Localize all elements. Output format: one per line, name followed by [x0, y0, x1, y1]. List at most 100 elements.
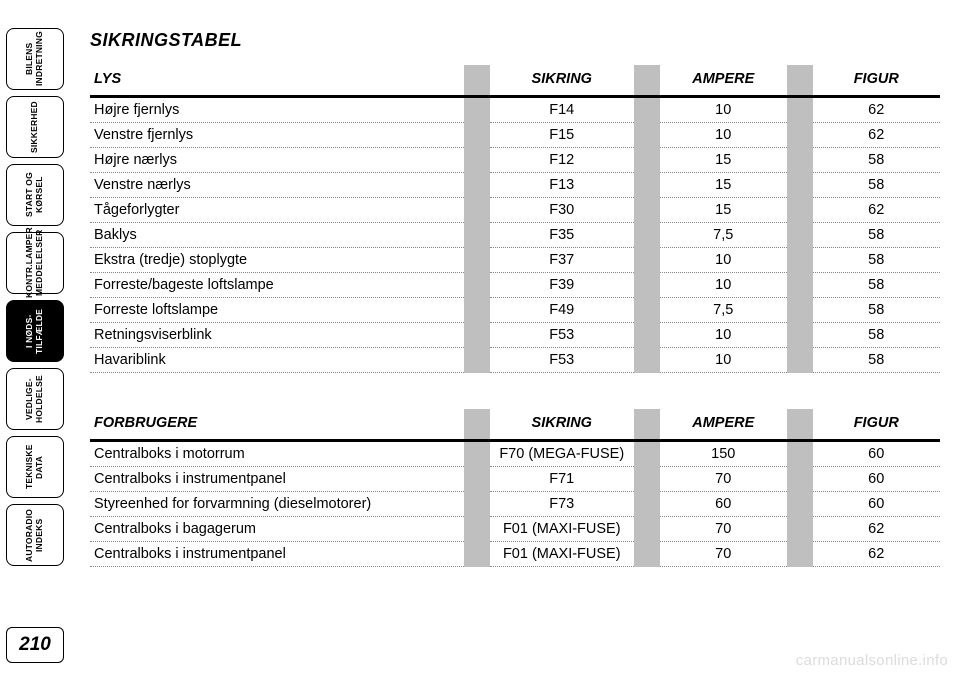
column-separator: [464, 273, 490, 298]
table-row: RetningsviserblinkF531058: [90, 323, 940, 348]
fuse-table-lights: LYSSIKRINGAMPEREFIGURHøjre fjernlysF1410…: [90, 65, 940, 373]
table-cell: 7,5: [660, 223, 788, 248]
column-separator: [464, 409, 490, 441]
column-separator: [464, 123, 490, 148]
table-cell: 10: [660, 348, 788, 373]
table-row: Forreste loftslampeF497,558: [90, 298, 940, 323]
table-cell: F53: [490, 348, 635, 373]
side-tab[interactable]: AUTORADIO INDEKS: [6, 504, 64, 566]
table-cell: 10: [660, 323, 788, 348]
column-separator: [787, 467, 813, 492]
side-tab[interactable]: SIKKERHED: [6, 96, 64, 158]
table-cell: F13: [490, 173, 635, 198]
table-row: Højre fjernlysF141062: [90, 97, 940, 123]
table-cell: Centralboks i bagagerum: [90, 517, 464, 542]
column-separator: [634, 409, 660, 441]
table-cell: F01 (MAXI-FUSE): [490, 517, 635, 542]
column-separator: [464, 97, 490, 123]
table-cell: Styreenhed for forvarmning (dieselmotore…: [90, 492, 464, 517]
table-cell: F01 (MAXI-FUSE): [490, 542, 635, 567]
table-cell: Venstre nærlys: [90, 173, 464, 198]
table-header: SIKRING: [490, 409, 635, 441]
column-separator: [787, 123, 813, 148]
table-header: FORBRUGERE: [90, 409, 464, 441]
table-cell: 62: [813, 542, 941, 567]
column-separator: [464, 173, 490, 198]
table-cell: F39: [490, 273, 635, 298]
column-separator: [634, 441, 660, 467]
table-cell: 58: [813, 173, 941, 198]
column-separator: [634, 97, 660, 123]
column-separator: [787, 248, 813, 273]
column-separator: [634, 123, 660, 148]
side-tab[interactable]: KONTR.LAMPER MEDDELELSER: [6, 232, 64, 294]
table-row: Styreenhed for forvarmning (dieselmotore…: [90, 492, 940, 517]
side-tab[interactable]: I NØDS- TILFÆLDE: [6, 300, 64, 362]
column-separator: [634, 198, 660, 223]
table-cell: Forreste loftslampe: [90, 298, 464, 323]
column-separator: [634, 492, 660, 517]
table-cell: 60: [813, 492, 941, 517]
column-separator: [787, 148, 813, 173]
column-separator: [634, 148, 660, 173]
column-separator: [787, 173, 813, 198]
table-row: Ekstra (tredje) stoplygteF371058: [90, 248, 940, 273]
table-cell: F12: [490, 148, 635, 173]
table-header: LYS: [90, 65, 464, 97]
column-separator: [634, 467, 660, 492]
table-cell: 60: [660, 492, 788, 517]
table-row: Centralboks i motorrumF70 (MEGA-FUSE)150…: [90, 441, 940, 467]
table-cell: F71: [490, 467, 635, 492]
table-cell: F15: [490, 123, 635, 148]
column-separator: [464, 198, 490, 223]
table-row: Centralboks i bagagerum F01 (MAXI-FUSE) 70…: [90, 517, 940, 542]
column-separator: [787, 492, 813, 517]
column-separator: [464, 517, 490, 542]
column-separator: [634, 348, 660, 373]
column-separator: [464, 65, 490, 97]
table-row: BaklysF357,558: [90, 223, 940, 248]
table-header: AMPERE: [660, 409, 788, 441]
table-cell: 58: [813, 148, 941, 173]
table-cell: 7,5: [660, 298, 788, 323]
column-separator: [634, 273, 660, 298]
column-separator: [787, 542, 813, 567]
table-cell: Baklys: [90, 223, 464, 248]
column-separator: [787, 97, 813, 123]
column-separator: [787, 409, 813, 441]
column-separator: [634, 517, 660, 542]
table-header: AMPERE: [660, 65, 788, 97]
column-separator: [634, 298, 660, 323]
column-separator: [464, 441, 490, 467]
side-tab[interactable]: BILENS INDRETNING: [6, 28, 64, 90]
table-cell: 10: [660, 273, 788, 298]
side-tab[interactable]: VEDLIGE- HOLDELSE: [6, 368, 64, 430]
page-title: SIKRINGSTABEL: [90, 30, 940, 51]
table-row: Centralboks i instrumentpanel F01 (MAXI-F…: [90, 542, 940, 567]
table-row: HavariblinkF531058: [90, 348, 940, 373]
column-separator: [464, 298, 490, 323]
table-cell: Tågeforlygter: [90, 198, 464, 223]
table-cell: Centralboks i instrumentpanel: [90, 542, 464, 567]
table-cell: F49: [490, 298, 635, 323]
table-cell: F30: [490, 198, 635, 223]
table-cell: 15: [660, 173, 788, 198]
table-cell: Centralboks i motorrum: [90, 441, 464, 467]
column-separator: [787, 223, 813, 248]
column-separator: [634, 65, 660, 97]
column-separator: [634, 173, 660, 198]
table-cell: 70: [660, 517, 788, 542]
watermark-text: carmanualsonline.info: [796, 652, 948, 669]
side-tab[interactable]: START OG KØRSEL: [6, 164, 64, 226]
table-cell: 58: [813, 348, 941, 373]
table-cell: 62: [813, 123, 941, 148]
column-separator: [787, 273, 813, 298]
table-cell: Centralboks i instrumentpanel: [90, 467, 464, 492]
column-separator: [787, 298, 813, 323]
side-tab[interactable]: TEKNISKE DATA: [6, 436, 64, 498]
column-separator: [464, 223, 490, 248]
table-cell: 58: [813, 273, 941, 298]
table-row: Venstre nærlys F13 15 58: [90, 173, 940, 198]
table-cell: Højre nærlys: [90, 148, 464, 173]
table-cell: F37: [490, 248, 635, 273]
